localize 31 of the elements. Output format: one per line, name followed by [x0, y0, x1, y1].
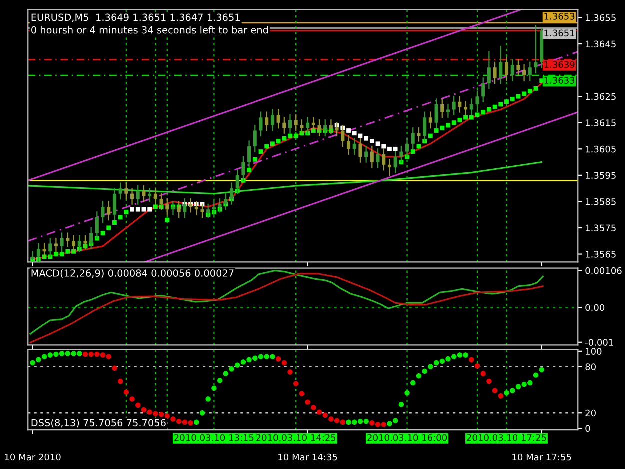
x-tick-label: 10 Mar 14:35 [278, 454, 338, 461]
y-tick-label: 1.3585 [586, 198, 616, 206]
y-tick-label: 0.00106 [586, 267, 622, 274]
text: DSS(8,13) 75.7056 75.7056 [32, 419, 166, 428]
y-tick-label: -0.001 [586, 339, 614, 346]
y-tick-label: 80 [586, 364, 596, 370]
y-tick-label: 100 [586, 348, 602, 355]
y-tick-label: 1.3595 [586, 172, 616, 179]
ref-line-label: 2010.03.10 17:25 [467, 434, 546, 442]
chart-title: MACD(12,26,9) 0.00084 0.00056 0.00027 [32, 269, 234, 278]
y-tick-label: 1.3625 [586, 93, 616, 100]
ref-line-label: 2010.03.10 14:25 [256, 434, 336, 442]
ref-line-label: 1.3639 [544, 61, 575, 68]
ref-line-label: 2010.03.10 16:00 [368, 434, 447, 442]
ref-line-label: 1.3651 [544, 30, 575, 37]
y-tick-label: 0 [586, 425, 590, 432]
y-tick-label: 1.3565 [586, 251, 616, 258]
ref-line-label: 1.3633 [544, 77, 575, 84]
ref-line-label: 2010.03.10 13:15 [174, 434, 254, 442]
y-tick-label: 1.3575 [586, 224, 616, 232]
text: 0 hoursh or 4 minutes 34 seconds left to bar end [32, 26, 268, 34]
chart-title: EURUSD,M5 1.3649 1.3651 1.3647 1.3651 [32, 14, 240, 22]
x-tick-label: 10 Mar 2010 [5, 454, 61, 461]
y-tick-label: 1.3645 [586, 40, 616, 48]
y-tick-label: 1.3615 [586, 120, 616, 126]
y-tick-label: 20 [586, 410, 596, 417]
y-tick-label: 0.00 [586, 304, 605, 312]
x-tick-label: 10 Mar 17:55 [512, 454, 572, 461]
y-tick-label: 1.3655 [586, 14, 616, 22]
y-tick-label: 1.3605 [586, 146, 616, 153]
ref-line-label: 1.3653 [544, 13, 575, 20]
